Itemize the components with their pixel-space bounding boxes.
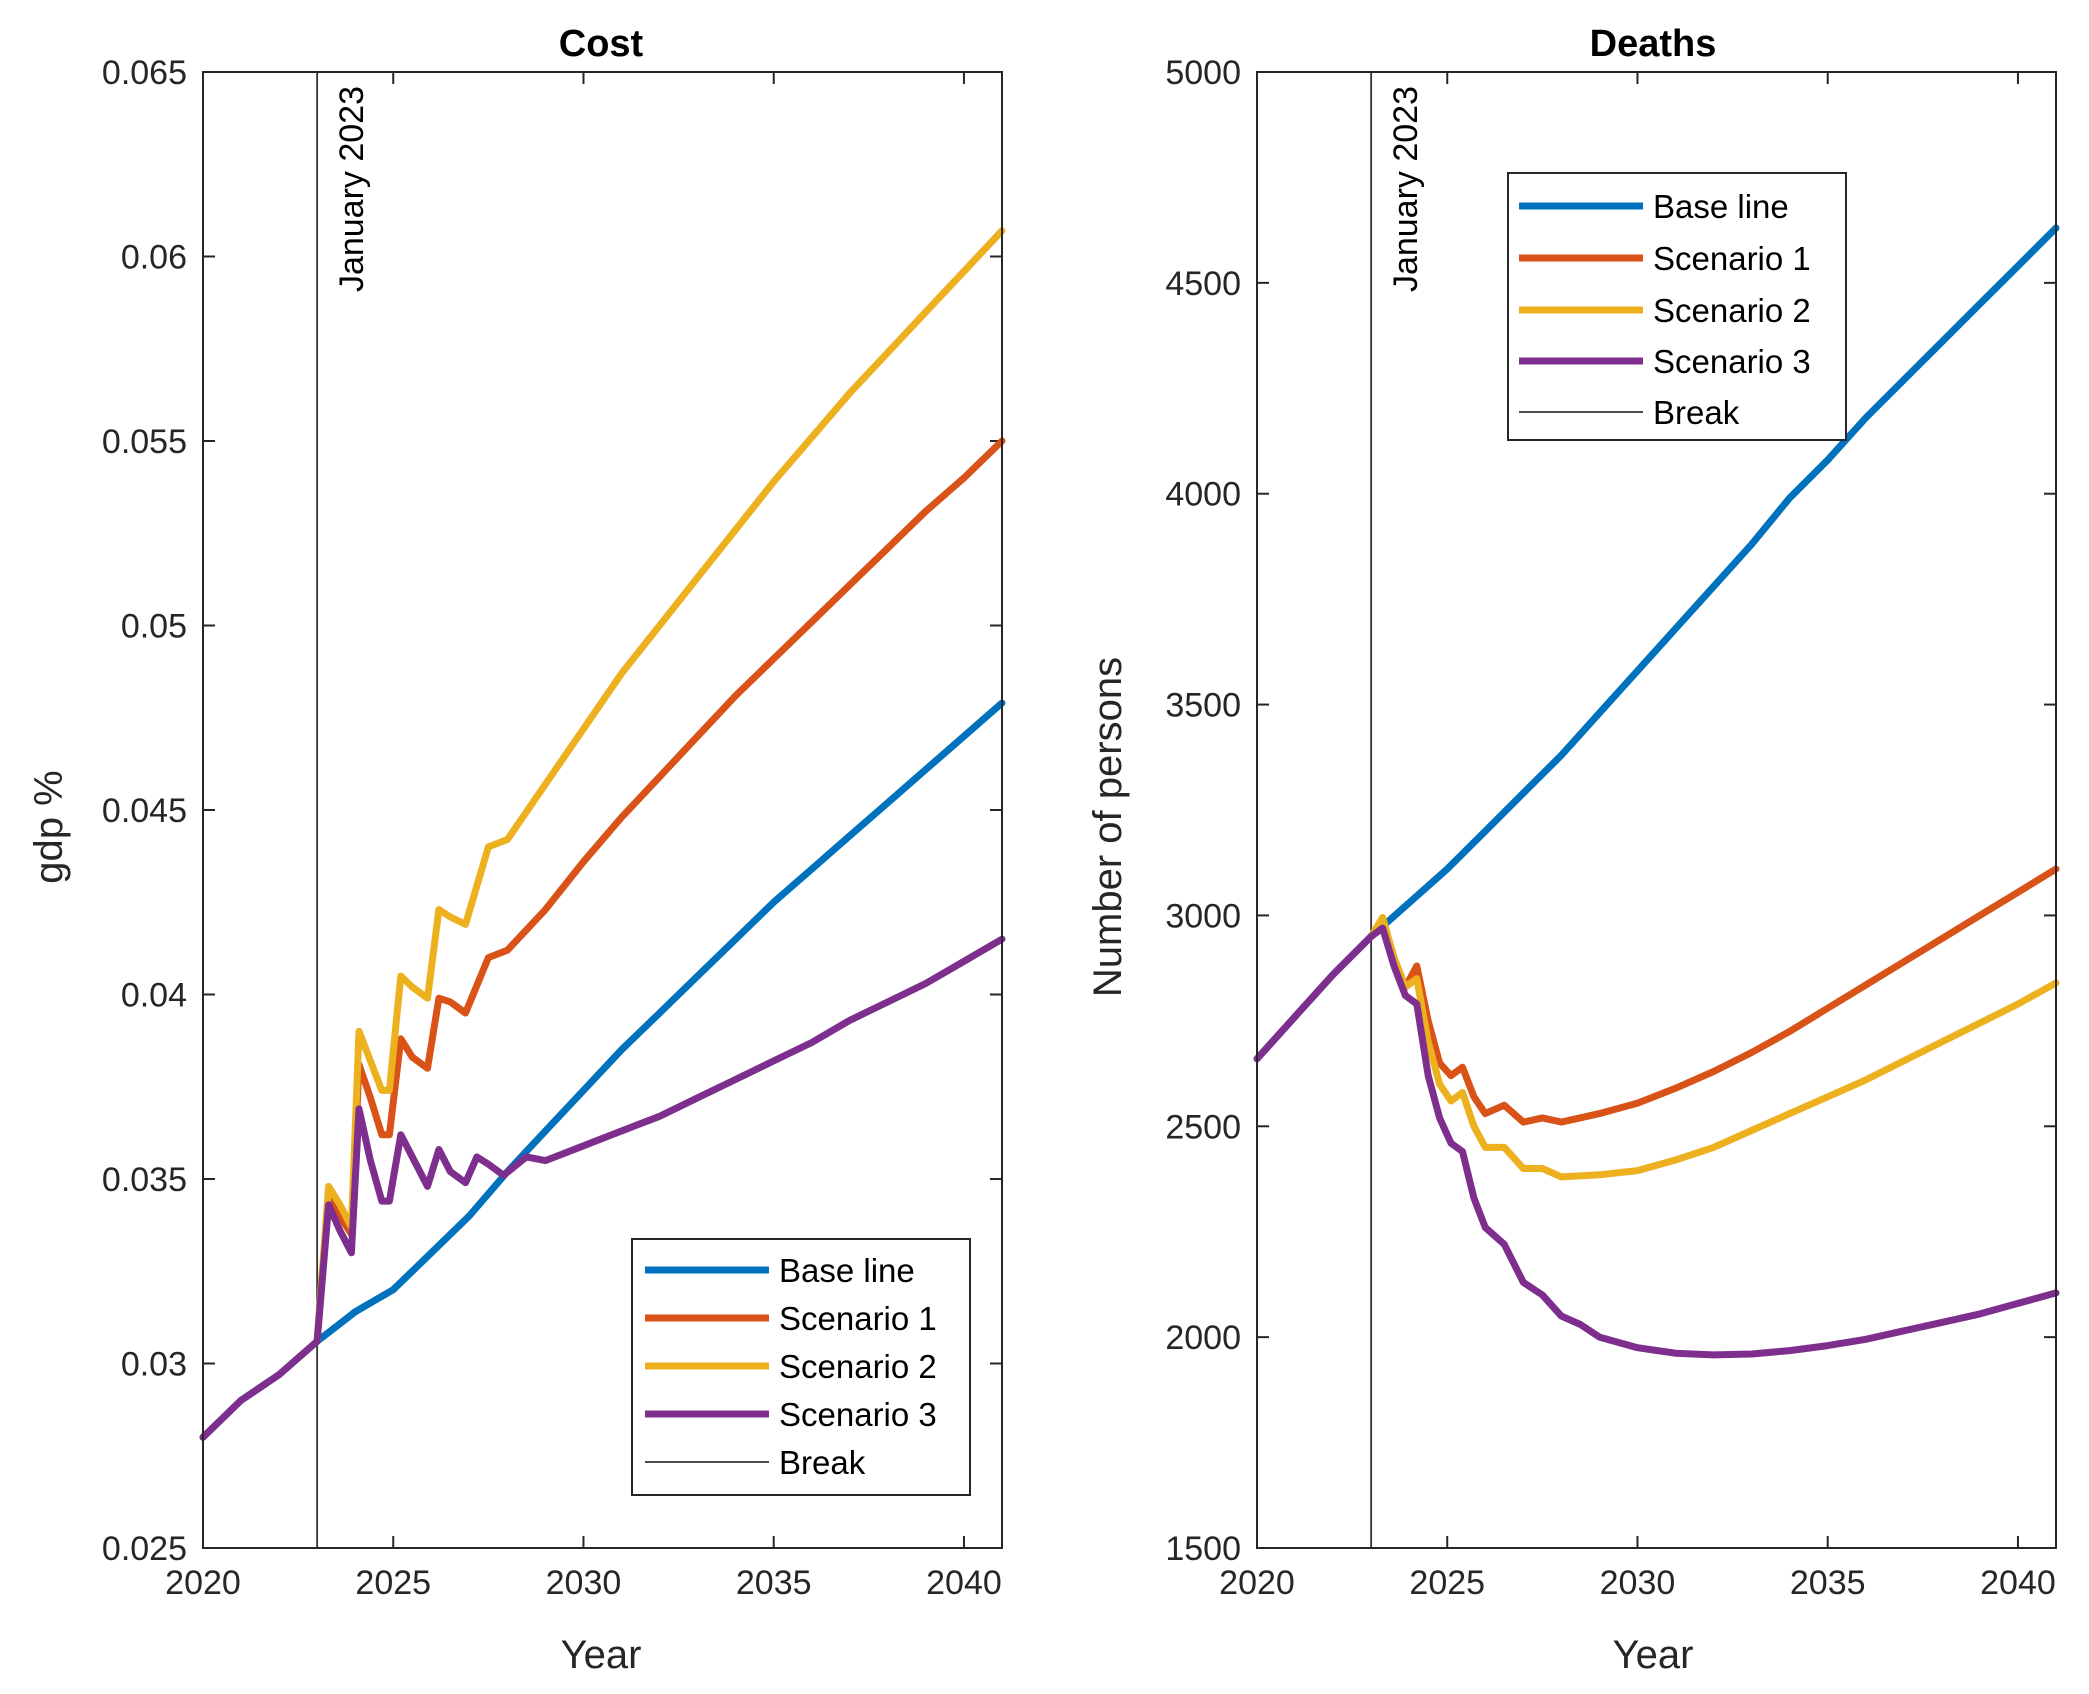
deaths-ytick-label: 4000 [1165,476,1241,514]
deaths-y-ticks: 1500 2000 2500 3000 3500 4000 4500 5000 [1165,54,2056,1568]
deaths-legend-label-scenario-3: Scenario 3 [1653,343,1811,380]
cost-series-scenario-2 [313,227,1006,1345]
cost-ytick-label: 0.045 [102,792,187,830]
deaths-ytick-label: 5000 [1165,54,1241,92]
cost-ytick-label: 0.03 [121,1346,187,1384]
cost-legend-label-scenario-1: Scenario 1 [779,1300,937,1337]
cost-chart: Cost 0.0250.030.0350.040.0450.050.0550.0… [27,23,1006,1677]
deaths-xtick-label: 2030 [1600,1564,1676,1602]
deaths-plot-frame [1256,71,2057,1549]
cost-y-axis-label: gdp % [27,770,71,883]
cost-ytick-label: 0.06 [121,239,187,277]
cost-ytick-label: 0.055 [102,423,187,461]
cost-legend-label-break: Break [779,1444,866,1481]
deaths-xtick-label: 2040 [1980,1564,2056,1602]
cost-legend-label-scenario-3: Scenario 3 [779,1396,937,1433]
deaths-legend-label-scenario-2: Scenario 2 [1653,292,1811,329]
cost-chart-title: Cost [559,23,644,65]
cost-legend: Base line Scenario 1 Scenario 2 Scenario… [631,1238,971,1496]
deaths-series-scenario-3 [1253,924,2060,1359]
cost-legend-label-scenario-2: Scenario 2 [779,1348,937,1385]
cost-ytick-label: 0.065 [102,54,187,92]
cost-x-ticks: 2020 2025 2030 2035 2040 [165,72,1002,1602]
cost-xtick-label: 2025 [355,1564,431,1602]
cost-xtick-label: 2035 [736,1564,812,1602]
deaths-ytick-label: 1500 [1165,1530,1241,1568]
cost-break-annotation: January 2023 [333,86,371,292]
deaths-legend-label-scenario-1: Scenario 1 [1653,240,1811,277]
cost-ytick-label: 0.04 [121,977,187,1015]
cost-series-base-line [199,699,1006,1441]
deaths-x-axis-label: Year [1613,1633,1694,1677]
cost-x-axis-label: Year [561,1633,642,1677]
deaths-ytick-label: 2000 [1165,1319,1241,1357]
deaths-xtick-label: 2025 [1409,1564,1485,1602]
cost-y-ticks: 0.025 0.03 0.035 0.04 0.045 0.05 0.055 0.06 0.06… [102,54,1002,1568]
deaths-ytick-label: 2500 [1165,1108,1241,1146]
deaths-series-base-line [1253,224,2060,1063]
cost-xtick-label: 2030 [546,1564,622,1602]
cost-legend-label-base-line: Base line [779,1252,915,1289]
deaths-legend-label-break: Break [1653,394,1740,431]
cost-series-scenario-3 [199,935,1006,1441]
cost-xtick-label: 2040 [926,1564,1002,1602]
deaths-x-ticks: 2020 2025 2030 2035 2040 [1219,72,2056,1602]
deaths-ytick-label: 3000 [1165,897,1241,935]
deaths-series-lines [1253,224,2060,1359]
cost-series-scenario-1 [313,437,1006,1345]
deaths-xtick-label: 2020 [1219,1564,1295,1602]
deaths-chart-title: Deaths [1590,23,1717,65]
deaths-ytick-label: 3500 [1165,687,1241,725]
cost-ytick-label: 0.035 [102,1161,187,1199]
deaths-ytick-label: 4500 [1165,265,1241,303]
deaths-xtick-label: 2035 [1790,1564,1866,1602]
cost-series-lines [199,227,1006,1441]
cost-xtick-label: 2020 [165,1564,241,1602]
deaths-legend-label-base-line: Base line [1653,188,1789,225]
cost-ytick-label: 0.025 [102,1530,187,1568]
cost-plot-frame [202,71,1003,1549]
deaths-legend: Base line Scenario 1 Scenario 2 Scenario… [1507,172,1847,441]
deaths-y-axis-label: Number of persons [1086,657,1130,997]
deaths-chart: Deaths 15002000250030003500400045005000 … [1086,23,2060,1677]
deaths-series-scenario-2 [1367,914,2060,1181]
deaths-break-annotation: January 2023 [1387,86,1425,292]
cost-ytick-label: 0.05 [121,608,187,646]
